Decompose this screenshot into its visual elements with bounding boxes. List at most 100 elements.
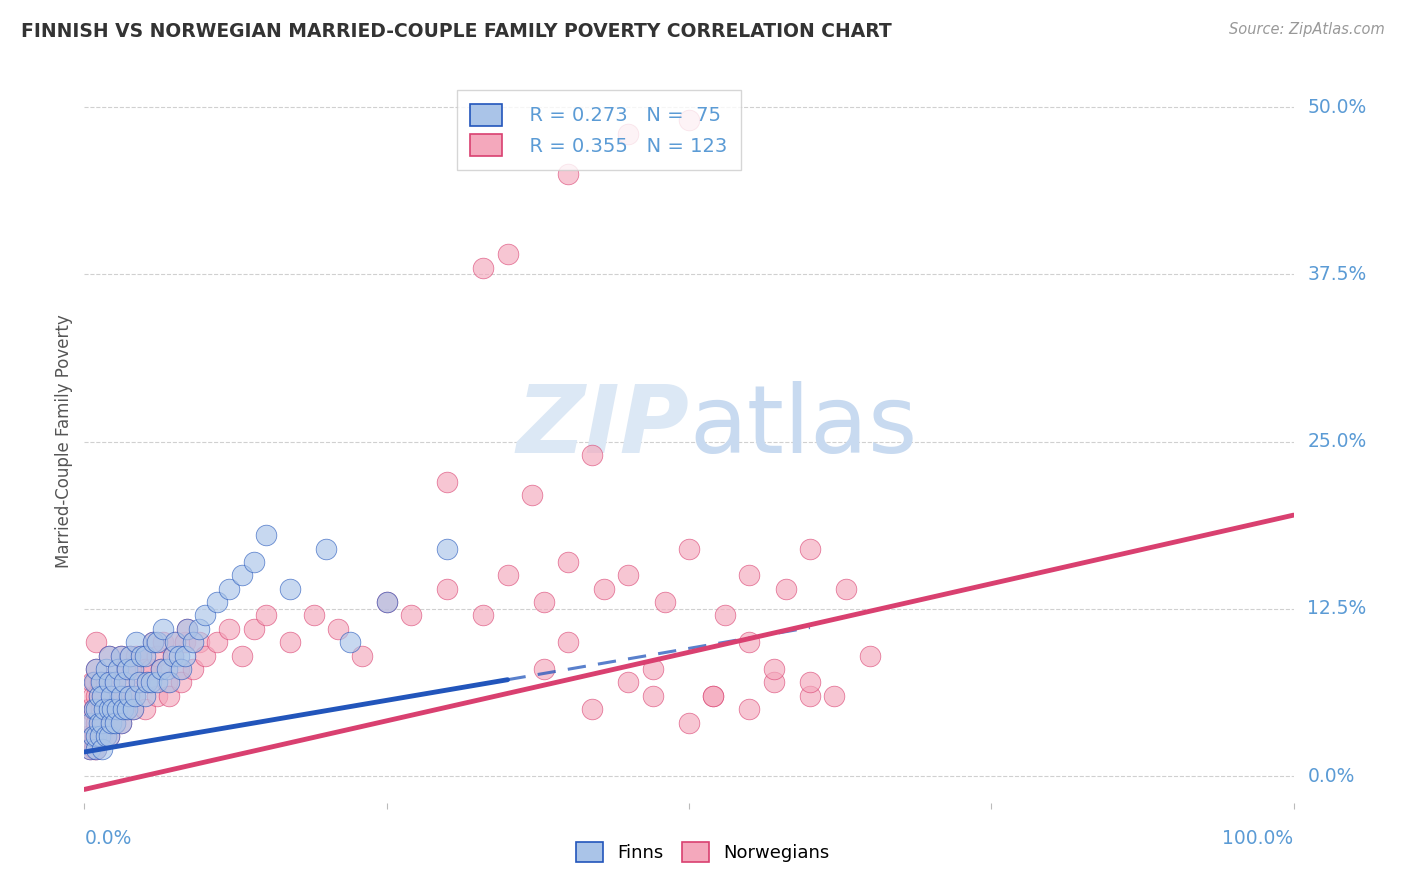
Point [242,622,264,636]
Point [173,635,195,649]
Point [97,675,120,690]
Point [104,715,127,730]
Point [738,635,761,649]
Point [134,648,156,663]
Point [799,689,821,703]
Point [557,635,579,649]
Point [90,675,112,690]
Text: FINNISH VS NORWEGIAN MARRIED-COUPLE FAMILY POVERTY CORRELATION CHART: FINNISH VS NORWEGIAN MARRIED-COUPLE FAMI… [21,22,891,41]
Point [641,689,664,703]
Point [90,702,112,716]
Text: 50.0%: 50.0% [1308,97,1367,117]
Point [93,715,115,730]
Point [167,662,190,676]
Point [472,260,495,275]
Point [87,689,110,703]
Point [218,622,240,636]
Point [173,648,195,663]
Text: ZIP: ZIP [516,381,689,473]
Point [315,541,337,556]
Point [165,635,187,649]
Point [100,689,122,703]
Y-axis label: Married-Couple Family Poverty: Married-Couple Family Poverty [55,315,73,568]
Point [97,648,120,663]
Point [823,689,845,703]
Point [80,715,103,730]
Point [98,715,121,730]
Point [115,702,138,716]
Point [89,675,111,690]
Point [218,582,240,596]
Legend: Finns, Norwegians: Finns, Norwegians [569,834,837,870]
Point [94,702,117,716]
Point [104,675,127,690]
Point [231,568,253,582]
Point [436,475,458,489]
Point [157,675,180,690]
Point [110,715,132,730]
Point [79,715,101,730]
Point [129,648,152,663]
Point [593,582,616,596]
Point [799,541,821,556]
Point [86,742,108,756]
Point [125,648,148,663]
Point [714,608,737,623]
Point [617,127,640,141]
Point [194,648,217,663]
Point [254,528,277,542]
Point [82,729,104,743]
Point [91,729,114,743]
Point [231,648,253,663]
Point [112,702,135,716]
Point [124,689,146,703]
Point [799,675,821,690]
Point [352,648,374,663]
Point [149,662,172,676]
Point [97,648,120,663]
Point [79,742,101,756]
Point [165,635,187,649]
Point [242,555,264,569]
Point [93,702,115,716]
Point [207,595,229,609]
Point [97,702,120,716]
Point [557,555,579,569]
Point [762,662,785,676]
Point [194,608,217,623]
Point [702,689,724,703]
Point [207,635,229,649]
Point [188,635,211,649]
Point [91,689,114,703]
Point [157,689,180,703]
Text: 0.0%: 0.0% [1308,766,1355,786]
Point [121,702,143,716]
Point [278,635,301,649]
Point [533,595,555,609]
Point [91,689,114,703]
Point [107,662,129,676]
Point [134,662,156,676]
Point [110,648,132,663]
Text: atlas: atlas [689,381,917,473]
Point [83,702,105,716]
Point [496,568,519,582]
Point [110,715,132,730]
Point [86,702,108,716]
Text: 37.5%: 37.5% [1308,265,1367,284]
Text: 100.0%: 100.0% [1222,830,1294,848]
Point [520,488,543,502]
Point [775,582,797,596]
Point [181,662,204,676]
Point [105,702,128,716]
Point [162,648,184,663]
Point [738,702,761,716]
Point [84,675,107,690]
Legend:   R = 0.273   N =  75,   R = 0.355   N = 123: R = 0.273 N = 75, R = 0.355 N = 123 [457,90,741,169]
Point [436,541,458,556]
Point [79,742,101,756]
Point [86,689,108,703]
Point [678,715,700,730]
Point [134,702,156,716]
Point [121,662,143,676]
